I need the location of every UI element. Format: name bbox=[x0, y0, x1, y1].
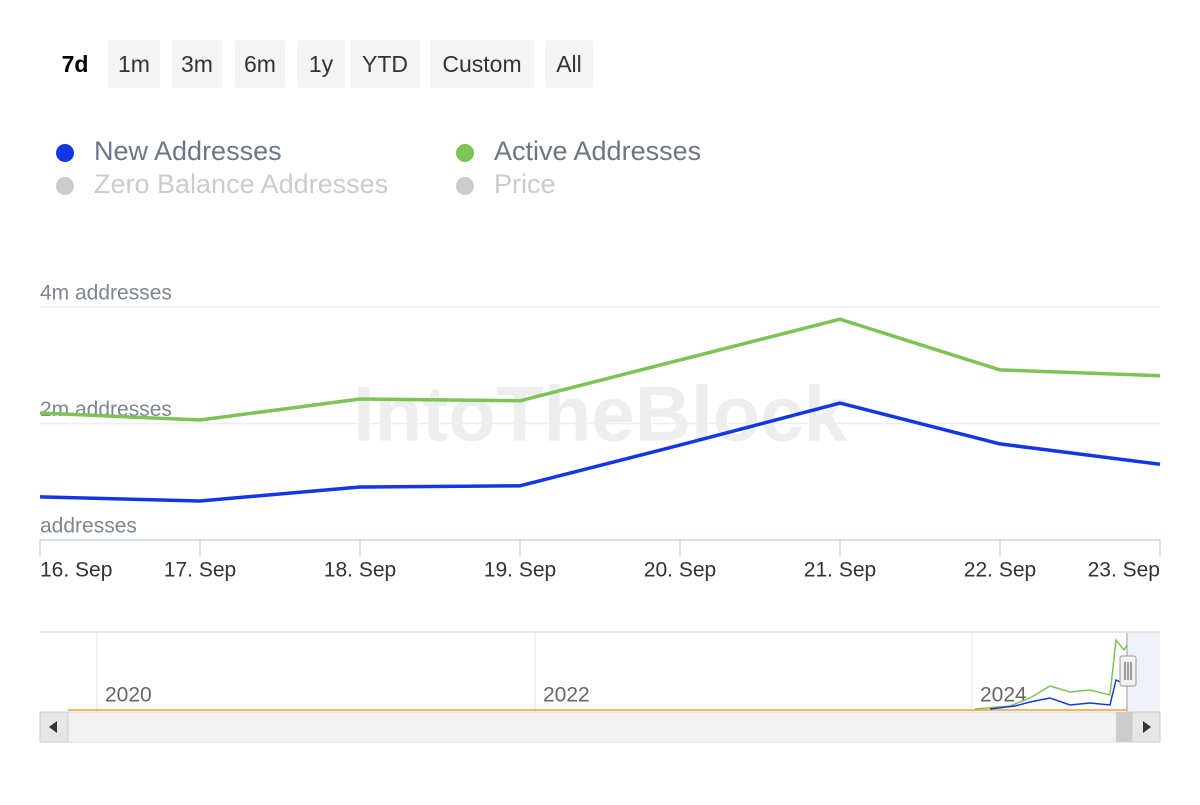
range-button-label[interactable]: 3m bbox=[181, 51, 213, 77]
range-button-label[interactable]: 1m bbox=[118, 51, 150, 77]
legend-marker[interactable] bbox=[56, 177, 74, 195]
navigator-label: 2024 bbox=[980, 684, 1027, 707]
x-tick-label: 22. Sep bbox=[964, 559, 1036, 582]
range-button[interactable] bbox=[50, 40, 100, 88]
scrollbar-track bbox=[39, 711, 1161, 743]
range-button[interactable] bbox=[430, 40, 534, 88]
range-button[interactable] bbox=[235, 40, 285, 88]
range-button[interactable] bbox=[108, 40, 160, 88]
range-button[interactable] bbox=[172, 40, 222, 88]
x-tick-label: 16. Sep bbox=[40, 559, 112, 582]
range-button[interactable] bbox=[297, 40, 345, 88]
legend-label[interactable]: New Addresses bbox=[94, 136, 282, 166]
navigator-label: 2020 bbox=[105, 684, 152, 707]
range-button-label[interactable]: YTD bbox=[362, 51, 408, 77]
y-tick-label: addresses bbox=[40, 515, 137, 538]
x-tick-label: 19. Sep bbox=[484, 559, 556, 582]
range-button-label[interactable]: 7d bbox=[62, 51, 89, 77]
legend-marker[interactable] bbox=[456, 177, 474, 195]
watermark: IntoTheBlock bbox=[353, 370, 848, 458]
navigator-preview bbox=[974, 638, 1128, 710]
range-button-label[interactable]: 1y bbox=[309, 51, 334, 77]
x-tick-label: 20. Sep bbox=[644, 559, 716, 582]
x-tick-label: 21. Sep bbox=[804, 559, 876, 582]
range-button[interactable] bbox=[545, 40, 593, 88]
x-tick-label: 17. Sep bbox=[164, 559, 236, 582]
series-line bbox=[39, 317, 1161, 422]
legend-marker[interactable] bbox=[456, 144, 474, 162]
y-tick-label: 4m addresses bbox=[40, 282, 172, 305]
navigator-handle-grip bbox=[1124, 662, 1132, 680]
scrollbar-thumb[interactable] bbox=[1116, 712, 1132, 742]
legend-label[interactable]: Price bbox=[494, 169, 556, 199]
legend-marker[interactable] bbox=[56, 144, 74, 162]
x-tick-label: 23. Sep bbox=[1088, 559, 1160, 582]
x-tick-label: 18. Sep bbox=[324, 559, 396, 582]
legend-label[interactable]: Zero Balance Addresses bbox=[94, 169, 388, 199]
scroll-left-arrow bbox=[49, 721, 57, 733]
range-button[interactable] bbox=[350, 40, 420, 88]
legend-label[interactable]: Active Addresses bbox=[494, 136, 701, 166]
range-button-label[interactable]: All bbox=[556, 51, 582, 77]
series-line bbox=[39, 401, 1161, 503]
scroll-right-arrow bbox=[1143, 721, 1151, 733]
range-button-label[interactable]: Custom bbox=[442, 51, 521, 77]
navigator-label: 2022 bbox=[543, 684, 590, 707]
navigator-preview bbox=[989, 678, 1128, 710]
range-button-label[interactable]: 6m bbox=[244, 51, 276, 77]
